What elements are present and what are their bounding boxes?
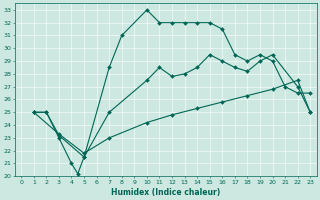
X-axis label: Humidex (Indice chaleur): Humidex (Indice chaleur) <box>111 188 220 197</box>
